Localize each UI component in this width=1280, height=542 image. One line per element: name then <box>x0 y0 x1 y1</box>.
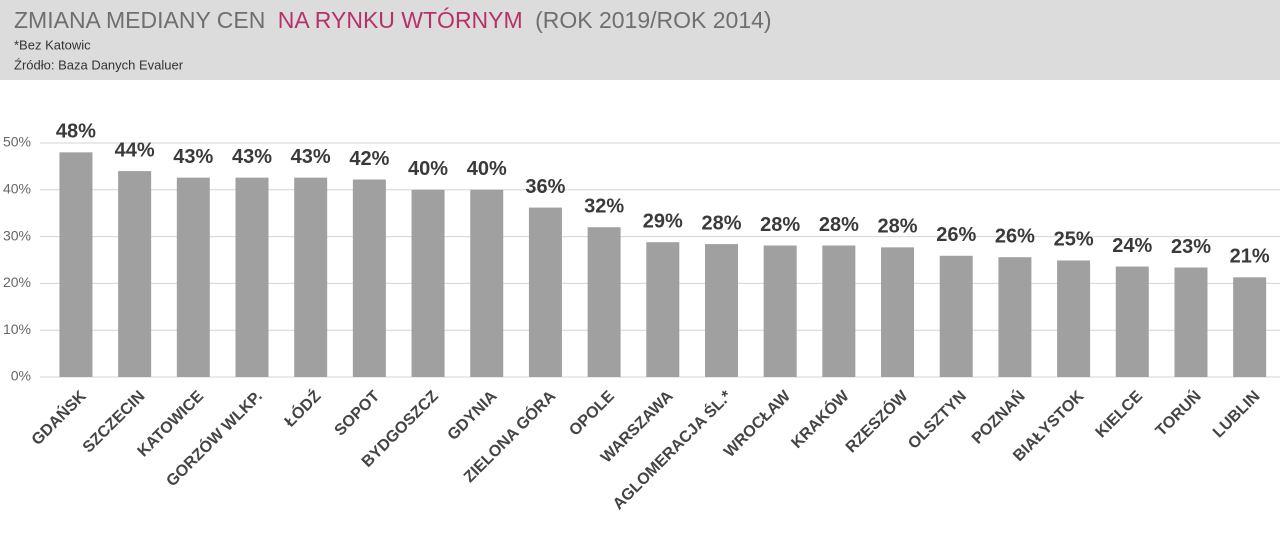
bar <box>59 152 93 377</box>
bar <box>881 247 915 377</box>
chart-title: ZMIANA MEDIANY CEN NA RYNKU WTÓRNYM (ROK… <box>14 7 772 33</box>
x-tick-label: GDYNIA <box>445 387 501 443</box>
data-label: 21% <box>1230 246 1270 268</box>
bar <box>998 257 1032 377</box>
x-tick-label: TORUŃ <box>1151 386 1204 439</box>
data-label: 28% <box>819 214 859 236</box>
data-label: 25% <box>1054 229 1094 251</box>
bar <box>763 245 797 377</box>
y-tick-label: 10% <box>3 321 31 337</box>
data-label: 43% <box>173 146 213 168</box>
data-label: 28% <box>878 216 918 238</box>
bar <box>1174 267 1208 377</box>
bar <box>1115 266 1149 377</box>
y-tick-label: 0% <box>11 368 31 384</box>
title-part: (ROK 2019/ROK 2014) <box>535 7 772 33</box>
bar <box>704 244 738 377</box>
data-label: 40% <box>467 158 507 180</box>
data-label: 28% <box>701 212 741 234</box>
note: *Bez Katowic <box>14 37 91 52</box>
bar <box>294 177 328 377</box>
bar <box>411 189 445 377</box>
x-tick-label: RZESZÓW <box>841 386 912 457</box>
x-tick-label: OPOLE <box>566 388 618 440</box>
title-part: ZMIANA MEDIANY CEN <box>14 7 265 33</box>
bar <box>646 242 680 377</box>
y-tick-label: 40% <box>3 181 31 197</box>
y-tick-label: 20% <box>3 274 31 290</box>
x-tick-label: AGLOMERACJA ŚL.* <box>609 386 736 513</box>
data-label: 29% <box>643 210 683 232</box>
data-label: 48% <box>56 121 96 143</box>
data-label: 43% <box>232 146 272 168</box>
x-tick-label: OLSZTYN <box>905 388 970 453</box>
data-label: 23% <box>1171 236 1211 258</box>
note: Źródło: Baza Danych Evaluer <box>14 57 184 72</box>
bar <box>528 207 562 377</box>
y-tick-label: 50% <box>3 134 31 150</box>
x-tick-label: POZNAŃ <box>968 386 1029 447</box>
y-tick-label: 30% <box>3 227 31 243</box>
header-band <box>0 0 1280 80</box>
data-label: 43% <box>291 146 331 168</box>
data-label: 32% <box>584 196 624 218</box>
bar <box>1233 277 1267 377</box>
data-label: 44% <box>115 139 155 161</box>
bar <box>470 189 504 377</box>
data-label: 36% <box>525 176 565 198</box>
data-label: 28% <box>760 214 800 236</box>
bar <box>587 227 621 377</box>
x-tick-label: KIELCE <box>1093 388 1147 442</box>
title-part: NA RYNKU WTÓRNYM <box>278 7 523 33</box>
bar <box>352 179 386 377</box>
bar <box>118 171 152 377</box>
bar <box>939 255 973 377</box>
bar <box>176 177 210 377</box>
data-label: 40% <box>408 158 448 180</box>
bar <box>1057 260 1091 377</box>
data-label: 26% <box>936 224 976 246</box>
x-tick-label: SOPOT <box>332 388 384 440</box>
x-tick-label: GORZÓW WLKP. <box>162 386 266 490</box>
bar <box>822 245 856 377</box>
x-tick-label: KRAKÓW <box>787 386 853 452</box>
data-label: 24% <box>1112 235 1152 257</box>
x-tick-label: LUBLIN <box>1210 388 1264 442</box>
x-tick-label: GDAŃSK <box>27 386 90 449</box>
data-label: 26% <box>995 225 1035 247</box>
bar <box>235 177 269 377</box>
data-label: 42% <box>349 148 389 170</box>
x-tick-label: ŁÓDŹ <box>280 386 324 430</box>
